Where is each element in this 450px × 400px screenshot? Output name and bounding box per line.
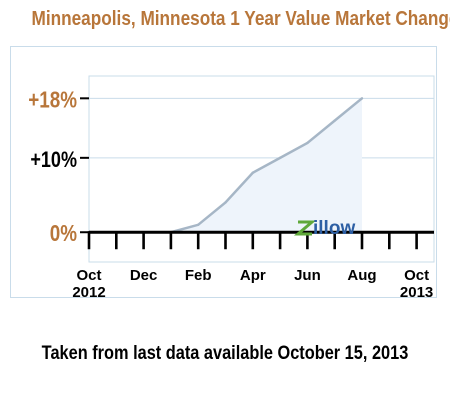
x-tick-label: Oct [76,267,101,284]
x-tick-label: Oct [404,267,429,284]
data-point [251,171,254,174]
data-point [360,97,364,100]
x-tick-label: Feb [185,267,212,284]
data-point [333,119,336,122]
zillow-watermark: illow [313,218,355,239]
x-tick-label: Aug [347,267,376,284]
x-tick-label: Dec [130,267,158,284]
data-point [306,141,309,145]
x-tick-label-year: 2013 [400,284,433,301]
x-tick-label: Apr [240,267,266,284]
data-point [278,156,282,160]
y-tick-label: +18% [28,88,77,113]
data-caption: Taken from last data available October 1… [41,343,409,364]
series-area [89,98,362,233]
y-tick-label: +10% [30,148,77,172]
data-point [224,201,227,204]
chart-frame [10,46,437,298]
chart-title: Minneapolis, Minnesota 1 Year Value Mark… [31,8,450,30]
data-point [197,223,200,226]
x-tick-label: Jun [294,267,321,284]
y-tick-label: 0% [50,222,78,247]
zillow-logo-icon [293,220,317,236]
x-tick-label-year: 2012 [72,284,105,301]
